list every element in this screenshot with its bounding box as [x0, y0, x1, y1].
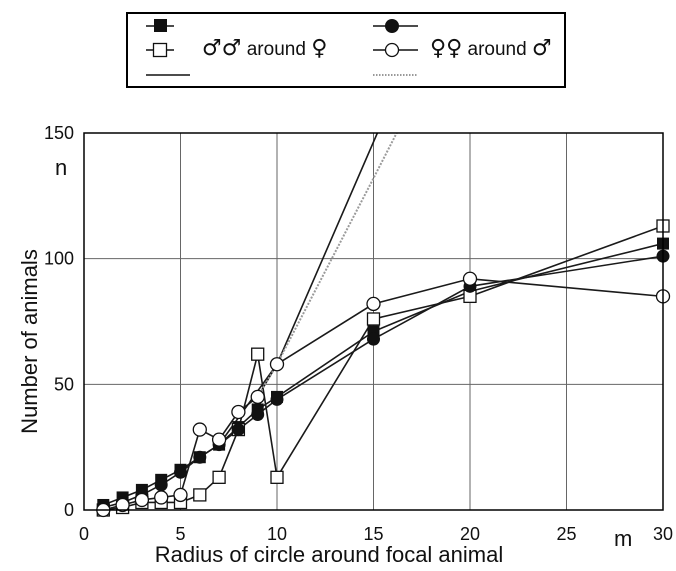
series-markers [96, 219, 671, 518]
series-line-4 [103, 277, 663, 510]
series-lines [103, 133, 663, 510]
plot-frame [83, 132, 664, 511]
female-symbol: ♀ [311, 36, 328, 61]
data-point-filled-circle [193, 450, 207, 464]
data-point-filled-circle [251, 407, 265, 421]
x-tick-label: 30 [653, 524, 673, 544]
data-point-open-circle [173, 487, 188, 503]
data-point-open-circle [231, 404, 246, 420]
series-line-1 [103, 242, 663, 506]
legend-around-text: around [467, 39, 527, 60]
male-symbol: ♂ [531, 36, 552, 61]
data-point-open-square [251, 347, 265, 361]
data-point-open-square [270, 470, 284, 484]
data-point-open-circle [192, 422, 207, 437]
data-point-filled-circle [174, 465, 187, 479]
data-point-open-square [212, 470, 226, 484]
legend-around-text: around [246, 39, 306, 60]
data-point-filled-circle [154, 478, 168, 492]
legend-swatch-open-square [146, 42, 174, 58]
data-point-filled-circle [367, 332, 380, 346]
legend-swatch-filled-square [146, 19, 174, 32]
tick-labels: 0 5 10 15 20 25 30 0 50 100 150 [44, 123, 673, 544]
male-male-symbol: ♂♂ [202, 36, 242, 61]
data-point-open-circle [462, 271, 478, 286]
x-tick-label: 15 [363, 524, 383, 544]
y-tick-label: 50 [54, 374, 74, 394]
data-point-open-circle [154, 490, 169, 505]
y-tick-label: 100 [44, 249, 74, 269]
female-female-symbol: ♀♀ [430, 36, 463, 61]
data-point-open-circle [269, 357, 285, 372]
legend-swatches [146, 19, 418, 76]
data-point-filled-circle [231, 423, 245, 437]
y-axis-title: Number of animals [17, 249, 42, 434]
data-point-open-circle [366, 296, 381, 312]
x-axis-unit: m [614, 526, 632, 551]
data-point-filled-circle [270, 392, 284, 406]
legend: ♂♂ around ♀ ♀♀ around ♂ [126, 12, 566, 88]
legend-label-group-1: ♂♂ around ♀ [202, 36, 327, 61]
y-tick-label: 150 [44, 123, 74, 143]
data-point-open-square [193, 488, 207, 502]
legend-swatch-open-circle [373, 42, 418, 58]
y-tick-label: 0 [64, 500, 74, 520]
x-tick-label: 20 [460, 524, 480, 544]
data-point-open-circle [134, 492, 150, 508]
series-line-5 [218, 133, 379, 446]
x-axis-title: Radius of circle around focal animal [155, 542, 504, 567]
legend-label-group-2: ♀♀ around ♂ [430, 36, 552, 61]
y-axis-unit: n [55, 155, 67, 180]
data-point-open-circle [115, 497, 130, 513]
data-point-open-circle [211, 432, 227, 447]
x-tick-label: 5 [175, 524, 185, 544]
x-tick-label: 0 [79, 524, 89, 544]
data-point-open-square [366, 312, 381, 326]
x-tick-label: 25 [556, 524, 576, 544]
legend-swatch-filled-circle [373, 19, 418, 33]
data-point-open-circle [250, 389, 265, 405]
series-line-6 [256, 133, 398, 398]
x-tick-label: 10 [267, 524, 287, 544]
